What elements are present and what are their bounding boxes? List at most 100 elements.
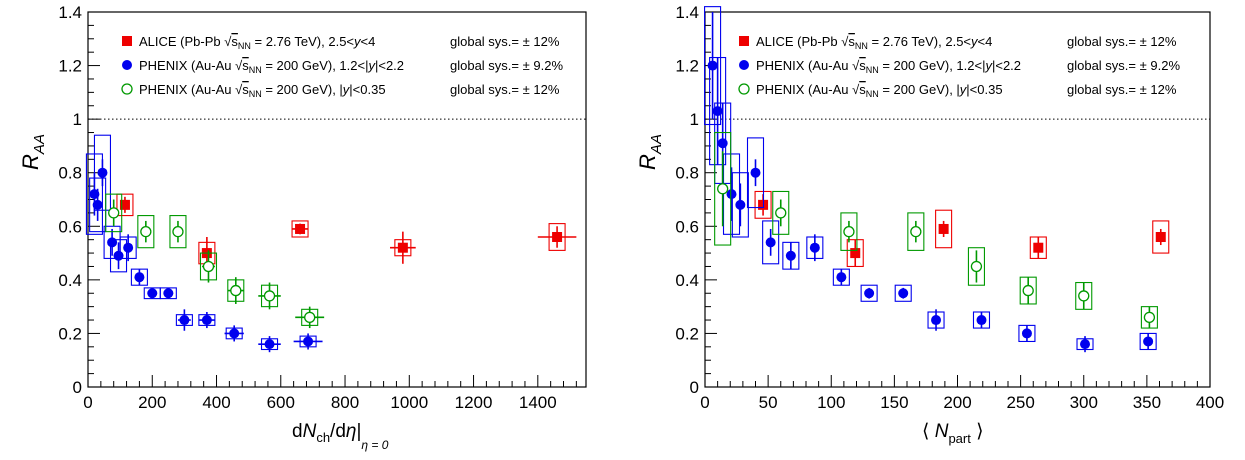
sys-box [894,284,912,302]
sys-box [762,220,780,265]
x-tick-label: 0 [700,393,709,412]
legend-label: ALICE (Pb-Pb √sNN = 2.76 TeV), 2.5<y<4 [139,34,375,51]
y-tick-label: 1 [73,110,82,129]
legend-marker [738,83,750,95]
data-point [726,189,737,200]
y-tick-label: 0.8 [675,164,699,183]
data-point [750,167,761,178]
data-point [229,328,240,339]
legend-sys-label: global sys.= ± 12% [450,34,560,49]
data-point [230,284,242,297]
data-point [201,315,212,326]
y-tick-label: 1.2 [675,57,699,76]
x-tick-label: 1200 [455,393,493,412]
data-point [163,288,174,299]
legend-sys-label: global sys.= ± 9.2% [450,58,563,73]
legend-marker [122,36,132,46]
data-point [910,225,922,238]
data-point [717,138,728,149]
legend-sys-label: global sys.= ± 9.2% [1067,58,1180,73]
sys-box [109,239,128,273]
data-point [735,199,746,210]
data-point [765,237,776,248]
sys-box [840,212,858,251]
data-point [864,288,875,299]
x-tick-label: 400 [202,393,230,412]
data-point [304,311,316,324]
legend-label: PHENIX (Au-Au √sNN = 200 GeV), 1.2<|y|<2… [756,58,1021,75]
data-point [836,272,847,283]
data-point [552,232,563,242]
data-point [202,260,215,273]
data-point [931,315,942,326]
legend-label: PHENIX (Au-Au √sNN = 200 GeV), 1.2<|y|<2… [139,58,404,75]
x-tick-label: 300 [1070,393,1098,412]
sys-box [714,131,732,246]
data-point [785,250,796,261]
y-tick-label: 1.4 [675,3,699,22]
y-tick-label: 0 [73,378,82,397]
data-point [123,242,134,253]
legend-sys-label: global sys.= ± 12% [450,82,560,97]
series-2 [714,131,1158,329]
data-point [1022,284,1034,297]
y-tick-label: 0.2 [58,324,82,343]
sys-box [731,172,749,238]
data-point [179,315,190,326]
legend-marker [121,83,133,95]
sys-box [746,137,765,209]
x-tick-label: 50 [759,393,778,412]
x-tick-label: 350 [1133,393,1161,412]
legend: ALICE (Pb-Pb √sNN = 2.76 TeV), 2.5<y<4 gl… [121,34,563,99]
data-point [97,167,108,178]
series-1 [85,134,323,353]
data-point [938,223,949,234]
x-tick-label: 1400 [519,393,557,412]
x-tick-label: 0 [83,393,92,412]
legend-label: PHENIX (Au-Au √sNN = 200 GeV), |y|<0.35 [756,82,1003,99]
y-tick-label: 0.6 [675,217,699,236]
data-point [1143,311,1156,324]
data-point [717,183,729,195]
data-point [775,207,787,219]
sys-box [772,190,790,235]
series-2 [105,193,325,329]
data-point [898,288,909,299]
legend: ALICE (Pb-Pb √sNN = 2.76 TeV), 2.5<y<4 gl… [738,34,1180,99]
x-tick-label: 250 [1006,393,1034,412]
series-1 [704,6,1157,353]
sys-box [967,247,985,286]
data-point [134,272,145,283]
x-axis-label: dNch/dη|η = 0 [292,421,389,452]
data-point [1080,339,1091,350]
sys-box [116,193,134,217]
sys-box [105,193,123,233]
data-point [1143,336,1154,347]
data-point [119,199,130,210]
right-panel: 0 0.2 0.4 0.6 0.8 1 1.2 1.4 0 50 100 150 200 250 300 35… [635,3,1224,446]
data-point [113,250,124,261]
data-point [1033,242,1044,253]
sys-box [169,215,187,249]
x-tick-label: 100 [817,393,845,412]
x-tick-label: 200 [943,393,971,412]
data-point [843,225,855,238]
data-point [1078,290,1090,302]
sys-box [704,6,722,126]
data-point [850,248,861,259]
data-point [976,315,987,326]
legend-label: PHENIX (Au-Au √sNN = 200 GeV), |y|<0.35 [139,82,386,99]
data-point [107,237,118,248]
y-axis-label: RAA [635,134,665,170]
data-point [1021,328,1032,339]
data-point [295,223,306,234]
y-tick-label: 1.4 [58,3,82,22]
y-tick-label: 0.4 [675,271,699,290]
legend-sys-label: global sys.= ± 12% [1067,82,1177,97]
data-point [397,242,408,253]
data-point [264,339,275,350]
y-tick-label: 0.6 [58,217,82,236]
data-point [108,207,120,219]
